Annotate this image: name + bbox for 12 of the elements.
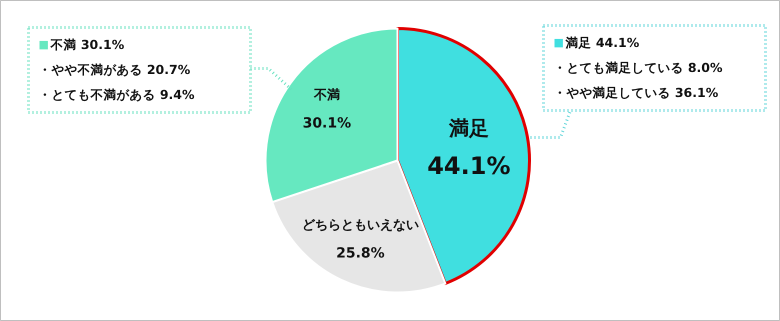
slice-label: 満足 — [448, 116, 489, 140]
data-label: 30.1% — [302, 116, 352, 132]
data-label: 44.1% — [427, 152, 510, 180]
slice-label: どちらともいえない — [302, 218, 419, 233]
text: ・やや不満がある 20.7% — [38, 62, 191, 77]
text: ■不満 30.1% — [38, 37, 125, 52]
text: ・やや満足している 36.1% — [554, 85, 719, 100]
text: ・とても満足している 8.0% — [554, 60, 723, 75]
data-label: 25.8% — [336, 245, 385, 262]
text: ・とても不満がある 9.4% — [38, 87, 195, 102]
slice-label: 不満 — [312, 88, 340, 104]
text: ■満足 44.1% — [554, 35, 640, 50]
